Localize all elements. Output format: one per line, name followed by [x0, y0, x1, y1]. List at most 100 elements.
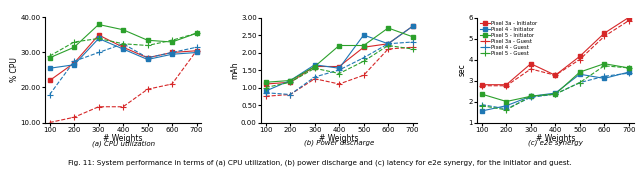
Pixel 5 - Guest — [360, 60, 367, 62]
Pixel 4 - Initiator — [95, 37, 102, 40]
Pixel 4 - Initiator — [625, 71, 632, 73]
Text: Fig. 11: System performance in terms of (a) CPU utilization, (b) power discharge: Fig. 11: System performance in terms of … — [68, 159, 572, 166]
Pixel 5 - Initiator — [576, 71, 584, 73]
Pixel 4 - Initiator — [409, 25, 417, 27]
Pixel 3a - Guest — [552, 74, 559, 76]
Pixel 3a - Initiator — [70, 62, 78, 64]
Pixel 5 - Guest — [527, 95, 534, 97]
Pixel 4 - Guest — [287, 93, 294, 96]
Pixel 4 - Guest — [360, 57, 367, 59]
Pixel 5 - Initiator — [384, 27, 392, 29]
Pixel 3a - Initiator — [46, 79, 54, 82]
Pixel 3a - Initiator — [168, 51, 176, 54]
Line: Pixel 4 - Initiator: Pixel 4 - Initiator — [48, 37, 198, 70]
Pixel 5 - Initiator — [527, 95, 534, 97]
Line: Pixel 3a - Initiator: Pixel 3a - Initiator — [480, 16, 630, 86]
Pixel 5 - Initiator — [168, 41, 176, 43]
Pixel 3a - Guest — [95, 106, 102, 108]
Pixel 3a - Guest — [193, 50, 200, 52]
Pixel 3a - Guest — [335, 83, 343, 85]
Pixel 4 - Guest — [193, 46, 200, 48]
Line: Pixel 4 - Guest: Pixel 4 - Guest — [479, 70, 632, 112]
Pixel 4 - Guest — [625, 72, 632, 74]
Pixel 5 - Initiator — [311, 65, 319, 68]
Pixel 5 - Guest — [46, 55, 54, 57]
Pixel 5 - Initiator — [625, 67, 632, 69]
Pixel 3a - Initiator — [527, 63, 534, 65]
Pixel 3a - Guest — [168, 83, 176, 85]
Line: Pixel 4 - Guest: Pixel 4 - Guest — [47, 41, 199, 97]
Line: Pixel 3a - Guest: Pixel 3a - Guest — [479, 18, 632, 89]
Pixel 5 - Guest — [625, 67, 632, 69]
Pixel 3a - Initiator — [600, 32, 608, 34]
Pixel 4 - Initiator — [600, 77, 608, 79]
Pixel 5 - Initiator — [360, 44, 367, 47]
Line: Pixel 5 - Initiator: Pixel 5 - Initiator — [480, 62, 630, 103]
Pixel 3a - Guest — [46, 121, 54, 124]
Pixel 3a - Guest — [287, 93, 294, 96]
Line: Pixel 4 - Initiator: Pixel 4 - Initiator — [480, 70, 630, 113]
Text: (a) CPU utilization: (a) CPU utilization — [92, 140, 155, 147]
Pixel 4 - Guest — [502, 108, 510, 110]
Pixel 5 - Guest — [70, 41, 78, 43]
Pixel 4 - Guest — [478, 104, 486, 106]
Pixel 3a - Guest — [478, 85, 486, 87]
Pixel 4 - Initiator — [70, 64, 78, 66]
Pixel 4 - Initiator — [478, 110, 486, 112]
Pixel 3a - Initiator — [144, 57, 152, 59]
Pixel 4 - Guest — [95, 51, 102, 54]
Text: (b) Power discharge: (b) Power discharge — [304, 140, 374, 146]
Pixel 4 - Initiator — [335, 67, 343, 69]
Line: Pixel 5 - Guest: Pixel 5 - Guest — [479, 63, 632, 113]
Line: Pixel 3a - Initiator: Pixel 3a - Initiator — [48, 33, 198, 82]
Pixel 5 - Initiator — [46, 57, 54, 59]
Pixel 4 - Guest — [70, 60, 78, 62]
Line: Pixel 5 - Initiator: Pixel 5 - Initiator — [48, 23, 198, 60]
Pixel 5 - Initiator — [600, 63, 608, 65]
Pixel 4 - Guest — [552, 93, 559, 95]
Pixel 4 - Initiator — [360, 34, 367, 36]
Pixel 3a - Guest — [144, 88, 152, 90]
Pixel 4 - Guest — [119, 43, 127, 45]
Pixel 4 - Guest — [384, 43, 392, 45]
Pixel 4 - Guest — [527, 96, 534, 98]
Pixel 4 - Guest — [311, 76, 319, 78]
Pixel 3a - Initiator — [360, 46, 367, 48]
Legend: Pixel 3a - Initiator, Pixel 4 - Initiator, Pixel 5 - Initiator, Pixel 3a - Guest: Pixel 3a - Initiator, Pixel 4 - Initiato… — [479, 20, 538, 57]
Pixel 5 - Guest — [168, 39, 176, 41]
X-axis label: # Weights: # Weights — [103, 134, 143, 143]
Pixel 4 - Guest — [144, 57, 152, 59]
X-axis label: # Weights: # Weights — [536, 134, 575, 143]
Pixel 4 - Guest — [262, 92, 269, 94]
Pixel 3a - Guest — [360, 74, 367, 76]
Pixel 3a - Initiator — [287, 81, 294, 83]
Pixel 5 - Guest — [144, 44, 152, 47]
Pixel 4 - Initiator — [576, 73, 584, 75]
Pixel 3a - Initiator — [262, 83, 269, 85]
Pixel 5 - Guest — [600, 65, 608, 67]
Line: Pixel 5 - Guest: Pixel 5 - Guest — [47, 30, 199, 59]
Pixel 3a - Guest — [576, 58, 584, 61]
Pixel 5 - Initiator — [502, 100, 510, 103]
Y-axis label: mAh: mAh — [230, 61, 239, 79]
Pixel 5 - Guest — [193, 32, 200, 34]
Line: Pixel 5 - Initiator: Pixel 5 - Initiator — [264, 26, 414, 84]
Pixel 5 - Guest — [119, 43, 127, 45]
Pixel 3a - Guest — [262, 95, 269, 97]
Pixel 3a - Initiator — [625, 16, 632, 19]
Pixel 5 - Guest — [552, 93, 559, 95]
Pixel 5 - Initiator — [478, 93, 486, 95]
Pixel 4 - Initiator — [193, 51, 200, 54]
Pixel 3a - Initiator — [119, 46, 127, 48]
Pixel 4 - Initiator — [502, 105, 510, 107]
Pixel 4 - Initiator — [287, 79, 294, 82]
Pixel 3a - Initiator — [335, 65, 343, 68]
Pixel 3a - Guest — [409, 46, 417, 48]
Pixel 5 - Guest — [409, 48, 417, 50]
Line: Pixel 3a - Initiator: Pixel 3a - Initiator — [264, 25, 414, 86]
Pixel 5 - Guest — [384, 44, 392, 47]
Pixel 3a - Guest — [70, 116, 78, 118]
Pixel 3a - Initiator — [478, 84, 486, 86]
Line: Pixel 4 - Guest: Pixel 4 - Guest — [263, 39, 415, 97]
Pixel 3a - Initiator — [409, 25, 417, 27]
